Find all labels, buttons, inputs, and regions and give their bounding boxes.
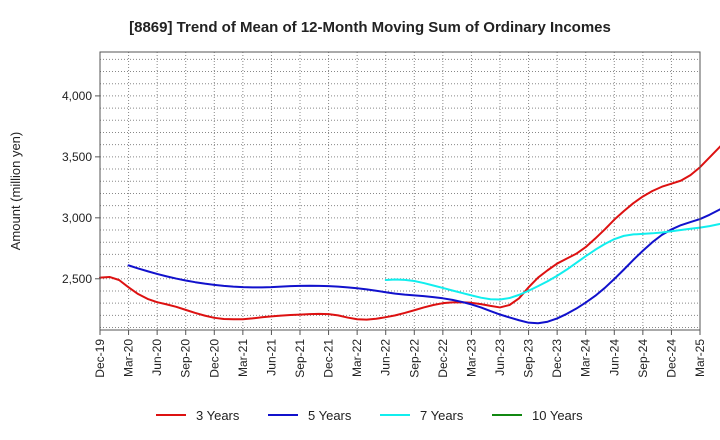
x-tick-label: Mar-20	[122, 339, 136, 377]
legend-label-10-years: 10 Years	[532, 408, 583, 423]
series-lines	[99, 145, 720, 325]
y-tick-label: 2,500	[62, 272, 92, 286]
legend-label-7-years: 7 Years	[420, 408, 464, 423]
x-tick-label: Sep-20	[179, 339, 193, 378]
x-tick-label: Mar-22	[350, 339, 364, 377]
y-axis-label: Amount (million yen)	[8, 132, 23, 251]
x-tick-label: Sep-24	[636, 339, 650, 378]
x-tick-label: Jun-22	[379, 339, 393, 376]
x-tick-label: Jun-20	[150, 339, 164, 376]
x-tick-label: Mar-23	[464, 339, 478, 377]
x-tick-label: Dec-23	[550, 339, 564, 378]
y-tick-label: 3,500	[62, 150, 92, 164]
y-tick-label: 3,000	[62, 211, 92, 225]
x-tick-label: Sep-22	[407, 339, 421, 378]
grid	[100, 52, 700, 330]
plot-frame	[99, 51, 701, 331]
series-line-7-years	[384, 222, 720, 301]
series-line-5-years	[127, 208, 720, 325]
x-tick-label: Jun-21	[264, 339, 278, 376]
legend: 3 Years 5 Years 7 Years 10 Years	[156, 408, 583, 423]
x-axis-ticks: Dec-19 Mar-20 Jun-20 Sep-20 Dec-20 Mar-21 Jun-…	[93, 330, 707, 378]
legend-label-3-years: 3 Years	[196, 408, 240, 423]
series-line-3-years	[99, 145, 720, 321]
legend-label-5-years: 5 Years	[308, 408, 352, 423]
x-tick-label: Sep-23	[522, 339, 536, 378]
x-tick-label: Dec-19	[93, 339, 107, 378]
x-tick-label: Mar-24	[579, 339, 593, 377]
x-tick-label: Dec-21	[322, 339, 336, 378]
x-tick-label: Dec-22	[436, 339, 450, 378]
x-tick-label: Jun-24	[607, 339, 621, 376]
x-tick-label: Sep-21	[293, 339, 307, 378]
x-tick-label: Dec-24	[664, 339, 678, 378]
x-tick-label: Mar-25	[693, 339, 707, 377]
x-tick-label: Dec-20	[207, 339, 221, 378]
x-tick-label: Jun-23	[493, 339, 507, 376]
y-axis-ticks: 2,500 3,000 3,500 4,000	[62, 89, 100, 286]
y-tick-label: 4,000	[62, 89, 92, 103]
x-tick-label: Mar-21	[236, 339, 250, 377]
chart-title: [8869] Trend of Mean of 12-Month Moving …	[129, 19, 611, 36]
